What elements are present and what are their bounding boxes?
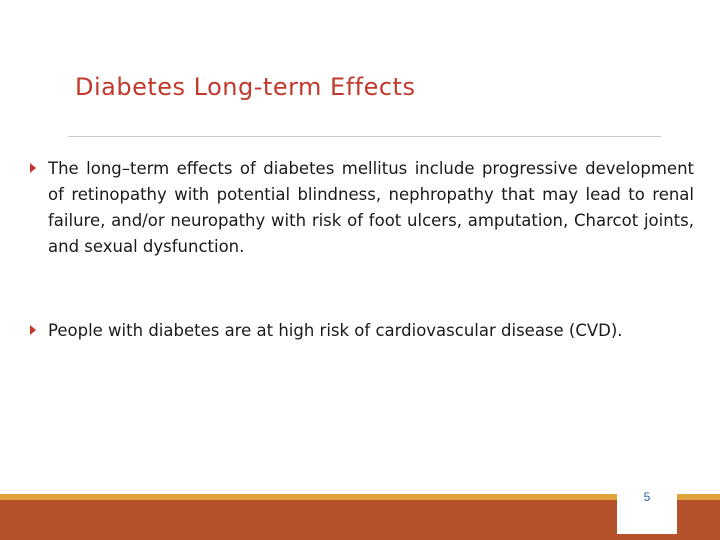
slide-title: Diabetes Long-term Effects <box>75 73 416 101</box>
bullet-text: The long–term effects of diabetes mellit… <box>48 159 694 256</box>
bullet-item: The long–term effects of diabetes mellit… <box>30 156 694 286</box>
footer-accent-stripe <box>0 494 720 500</box>
bullet-text: People with diabetes are at high risk of… <box>48 321 623 340</box>
footer-bar <box>0 500 720 540</box>
triangle-bullet-icon <box>30 163 36 173</box>
bullet-item: People with diabetes are at high risk of… <box>30 318 694 372</box>
triangle-bullet-icon <box>30 325 36 335</box>
page-number: 5 <box>643 490 651 504</box>
page-number-box: 5 <box>617 478 677 534</box>
title-divider <box>68 136 661 137</box>
